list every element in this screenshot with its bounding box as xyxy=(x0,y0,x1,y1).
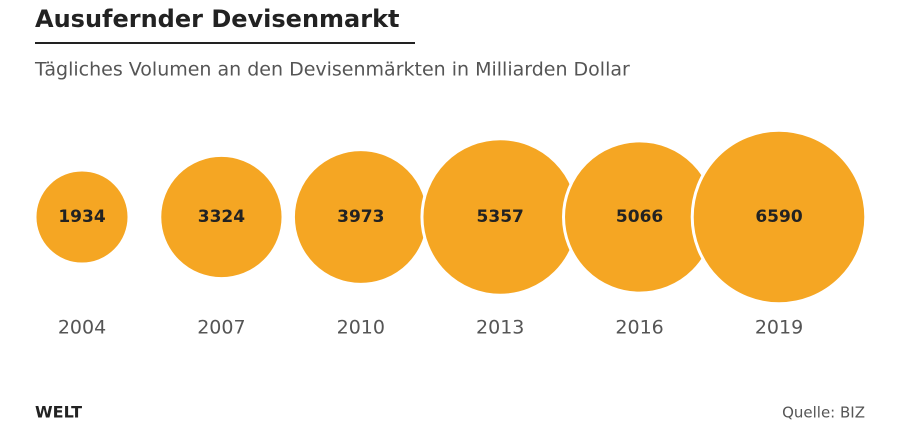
x-tick-label: 2004 xyxy=(58,317,106,339)
x-tick-label: 2019 xyxy=(755,317,803,339)
logo: WELT xyxy=(35,403,82,422)
value-label: 1934 xyxy=(58,207,105,227)
value-label: 6590 xyxy=(755,207,802,227)
x-tick-label: 2007 xyxy=(197,317,245,339)
bubble xyxy=(33,168,131,266)
chart-title: Ausufernder Devisenmarkt xyxy=(35,5,400,33)
x-tick-label: 2016 xyxy=(615,317,663,339)
value-label: 3973 xyxy=(337,207,384,227)
chart-subtitle: Tägliches Volumen an den Devisenmärkten … xyxy=(34,59,630,81)
bubble xyxy=(690,128,868,306)
x-tick-label: 2010 xyxy=(337,317,385,339)
value-label: 5066 xyxy=(616,207,663,227)
source: Quelle: BIZ xyxy=(782,404,865,422)
value-label: 5357 xyxy=(477,207,524,227)
value-label: 3324 xyxy=(198,207,245,227)
bubble xyxy=(158,153,285,281)
x-tick-label: 2013 xyxy=(476,317,524,339)
